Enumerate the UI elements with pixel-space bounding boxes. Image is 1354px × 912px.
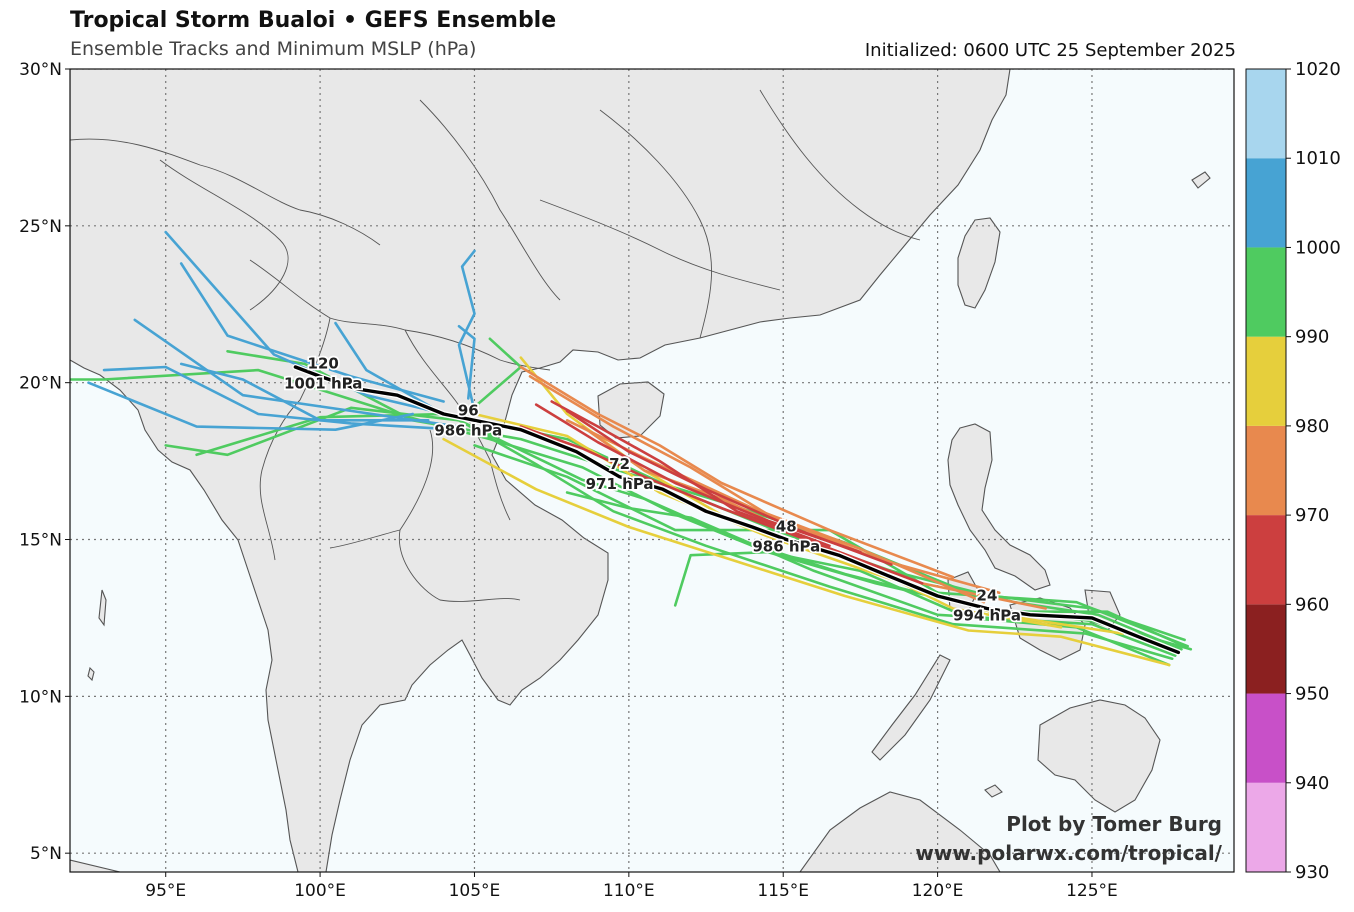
pressure-colorbar: 930 940 950 960 970 980 990 1000 1010 1020: [1245, 59, 1341, 883]
ensemble-mean-track: [292, 364, 1182, 656]
x-tick-label: 100°E: [294, 881, 346, 901]
colorbar-bin: [1246, 425, 1286, 516]
x-tick-label: 120°E: [912, 881, 964, 901]
mean-track-line: [293, 365, 1181, 655]
border-line: [419, 99, 561, 301]
colorbar-bin: [1246, 782, 1286, 872]
forecast-hour-label: 72: [609, 455, 630, 473]
colorbar-tick-label: 990: [1295, 327, 1329, 348]
ensemble-track-line: [457, 324, 476, 400]
x-tick-label: 95°E: [145, 881, 186, 901]
colorbar-tick-label: 1010: [1295, 148, 1341, 169]
credit-author: Plot by Tomer Burg: [1006, 812, 1222, 836]
forecast-hour-label: 24: [977, 587, 998, 605]
forecast-pressure-label: 986 hPa: [752, 538, 820, 556]
ensemble-track-line: [334, 321, 445, 416]
forecast-pressure-label: 986 hPa: [434, 421, 502, 439]
colorbar-tick-label: 960: [1295, 594, 1329, 615]
palawan-island: [871, 654, 951, 761]
forecast-pressure-label: 994 hPa: [953, 607, 1021, 625]
y-tick-label: 20°N: [19, 374, 62, 394]
land-layer: [70, 69, 1211, 872]
border-line: [404, 329, 511, 521]
colorbar-tick-label: 940: [1295, 773, 1329, 794]
sumatra: [70, 859, 121, 872]
credit-url: www.polarwx.com/tropical/: [915, 841, 1222, 865]
country-borders: [70, 89, 921, 602]
colorbar-bin: [1246, 336, 1286, 426]
map-subtitle: Ensemble Tracks and Minimum MSLP (hPa): [70, 38, 477, 60]
y-tick-label: 15°N: [19, 531, 62, 551]
colorbar-bin: [1246, 693, 1286, 783]
ensemble-track-line: [457, 337, 1174, 661]
ensemble-track-line: [550, 400, 831, 548]
initialized-time: Initialized: 0600 UTC 25 September 2025: [864, 40, 1236, 61]
forecast-pressure-label: 1001 hPa: [284, 374, 362, 392]
colorbar-bin: [1246, 247, 1286, 337]
borneo: [799, 791, 1001, 872]
luzon-island: [947, 423, 1051, 591]
ensemble-track-line: [87, 381, 415, 432]
forecast-hour-label: 96: [458, 401, 479, 419]
x-tick-label: 105°E: [449, 881, 501, 901]
forecast-hour-label: 48: [776, 518, 797, 536]
ryukyu-islands: [1191, 171, 1211, 189]
border-line: [759, 89, 921, 241]
forecast-hour-labels: 24 994 hPa 48 986 hPa 72 971 hPa 96 986 hPa 120 1…: [282, 353, 1022, 627]
latitude-axis: 5°N 10°N 15°N 20°N 25°N 30°N: [19, 60, 70, 864]
colorbar-tick-label: 1020: [1295, 59, 1341, 80]
colorbar-bin: [1246, 158, 1286, 248]
colorbar-bin: [1246, 515, 1286, 605]
y-tick-label: 30°N: [19, 60, 62, 80]
forecast-pressure-label: 971 hPa: [586, 475, 654, 493]
lat-lon-grid: [70, 69, 1234, 872]
x-tick-label: 115°E: [757, 881, 809, 901]
colorbar-tick-label: 950: [1295, 684, 1329, 705]
map-title: Tropical Storm Bualoi • GEFS Ensemble: [70, 8, 557, 33]
border-line: [70, 138, 381, 246]
plot-frame: [69, 68, 1235, 873]
border-line: [539, 199, 781, 291]
ensemble-track-line: [473, 412, 1125, 635]
colorbar-bin: [1246, 69, 1286, 159]
ensemble-track-line: [102, 365, 461, 432]
border-line: [599, 109, 712, 339]
border-line: [398, 429, 521, 602]
nicobar-islands: [87, 666, 95, 682]
x-tick-label: 110°E: [603, 881, 655, 901]
sulu-islands: [984, 784, 1003, 798]
ensemble-track-line: [519, 425, 924, 585]
y-tick-label: 10°N: [19, 687, 62, 707]
longitude-axis: 95°E 100°E 105°E 110°E 115°E 120°E 125°E: [145, 872, 1118, 901]
colorbar-tick-label: 930: [1295, 862, 1329, 883]
ensemble-track-line: [519, 365, 955, 579]
colorbar-tick-label: 1000: [1295, 237, 1341, 258]
colorbar-frame: [1245, 68, 1287, 873]
y-tick-label: 5°N: [30, 844, 62, 864]
ensemble-track-line: [534, 403, 862, 554]
ensemble-track-line: [133, 318, 461, 428]
ensemble-track-line: [442, 437, 1171, 667]
colorbar-tick-label: 970: [1295, 505, 1329, 526]
border-line: [159, 159, 289, 311]
y-tick-label: 25°N: [19, 217, 62, 237]
colorbar-tick-label: 980: [1295, 416, 1329, 437]
ensemble-track-line: [179, 362, 430, 422]
mainland-asia: [70, 69, 1011, 872]
ensemble-track-line: [457, 249, 476, 413]
colorbar-bin: [1246, 604, 1286, 694]
andaman-islands: [98, 589, 107, 627]
forecast-hour-label: 120: [308, 354, 339, 372]
taiwan-island: [957, 217, 1001, 309]
mindanao-island: [1037, 699, 1161, 813]
x-tick-label: 125°E: [1066, 881, 1118, 901]
